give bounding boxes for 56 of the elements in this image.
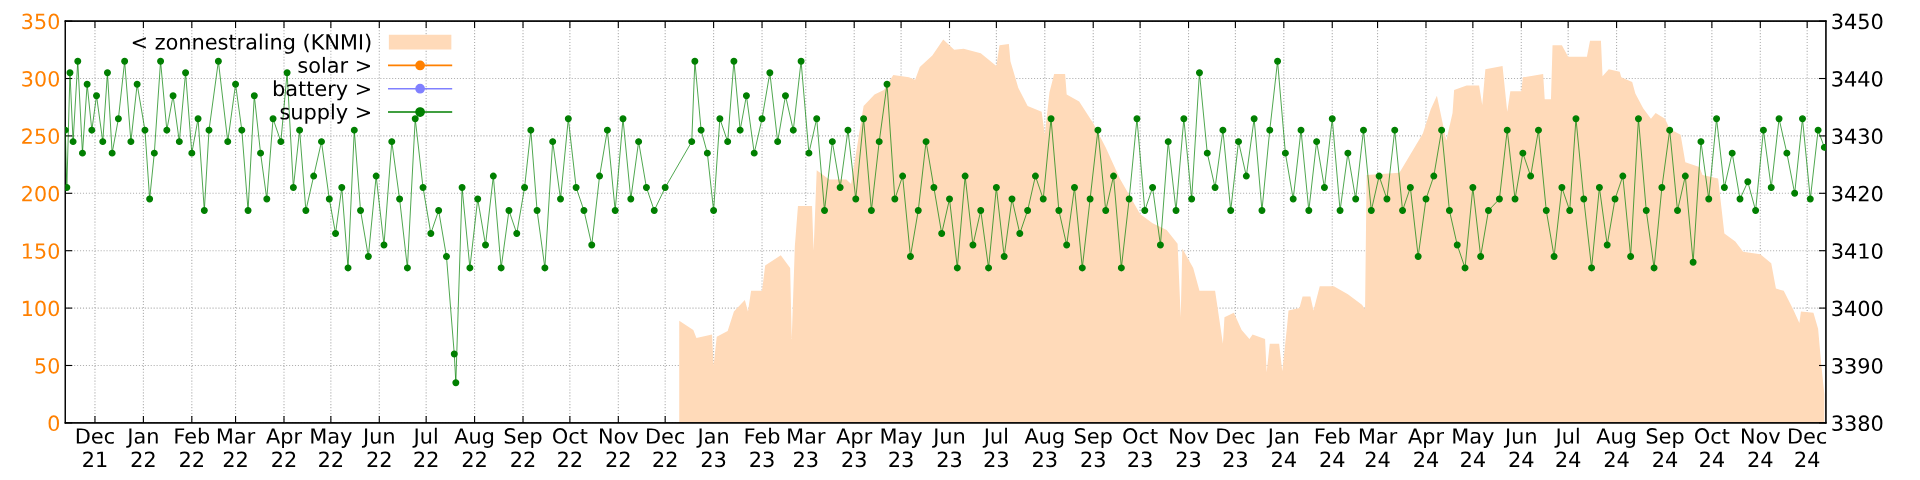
- y-tick-label: 50: [35, 357, 60, 374]
- x-tick-label: Feb 23: [745, 427, 780, 468]
- y-tick-label: 350: [22, 13, 60, 30]
- x-tick-label: Dec 23: [1217, 428, 1255, 468]
- y2-tick-label: 3380: [1832, 415, 1883, 432]
- y-tick-label: 100: [22, 300, 60, 317]
- y2-tick-label: 3410: [1832, 243, 1883, 259]
- x-tick-label: May 23: [881, 428, 922, 468]
- x-tick-label: Apr 24: [1408, 428, 1445, 467]
- x-tick-label: Nov 24: [1742, 428, 1781, 467]
- x-tick-label: Mar 22: [217, 428, 256, 467]
- x-tick-label: Oct 24: [1695, 428, 1730, 467]
- x-tick-label: Mar 24: [1359, 428, 1398, 467]
- x-tick-label: Oct 22: [553, 428, 588, 467]
- y2-tick-label: 3390: [1832, 357, 1883, 374]
- x-tick-label: Apr 23: [836, 428, 873, 468]
- y-tick-label: 300: [22, 70, 60, 87]
- x-tick-label: Jun 24: [1503, 428, 1536, 467]
- x-tick-label: Aug 24: [1596, 428, 1636, 467]
- x-tick-label: Jun 22: [361, 428, 394, 467]
- x-tick-label: Nov 22: [600, 428, 639, 467]
- x-tick-label: Apr 22: [266, 428, 303, 467]
- x-tick-label: Oct 23: [1123, 428, 1158, 468]
- x-tick-label: Mar 23: [788, 428, 826, 468]
- legend-label: solar >: [298, 56, 370, 74]
- x-tick-label: Feb 24: [1315, 427, 1350, 467]
- x-tick-label: Feb 22: [175, 427, 210, 467]
- x-tick-label: Sep 23: [1074, 428, 1112, 468]
- x-tick-label: Aug 23: [1024, 428, 1064, 468]
- y2-tick-label: 3450: [1832, 13, 1883, 30]
- y2-tick-label: 3420: [1832, 185, 1883, 202]
- x-tick-label: Nov 23: [1170, 428, 1209, 468]
- x-tick-label: Sep 24: [1646, 428, 1684, 467]
- x-tick-label: Jun 23: [932, 428, 965, 468]
- x-tick-label: Dec 21: [76, 428, 114, 467]
- x-tick-label: Jul 22: [412, 427, 438, 467]
- y2-tick-label: 3440: [1832, 70, 1883, 87]
- x-tick-label: Jul 24: [1554, 427, 1581, 467]
- y2-tick-label: 3430: [1832, 128, 1883, 145]
- x-tick-label: May 24: [1453, 428, 1494, 467]
- x-tick-label: May 22: [311, 428, 352, 467]
- x-tick-label: Dec 22: [647, 428, 685, 467]
- legend-label: < zonnestraling (KNMI): [132, 33, 371, 54]
- y-tick-label: 0: [48, 415, 60, 432]
- x-tick-label: Jul 23: [982, 427, 1008, 468]
- x-tick-label: Aug 22: [454, 428, 494, 467]
- y-tick-label: 200: [22, 185, 60, 202]
- x-tick-label: Jan 24: [1266, 428, 1299, 467]
- y-tick-label: 250: [22, 128, 60, 145]
- x-tick-label: Dec 24: [1789, 428, 1827, 467]
- x-tick-label: Sep 22: [504, 428, 542, 467]
- y2-tick-label: 3400: [1832, 300, 1883, 317]
- y-tick-label: 150: [22, 243, 60, 259]
- x-tick-label: Jan 22: [126, 428, 158, 467]
- legend-label: battery >: [273, 80, 370, 101]
- x-tick-label: Jan 23: [696, 428, 728, 468]
